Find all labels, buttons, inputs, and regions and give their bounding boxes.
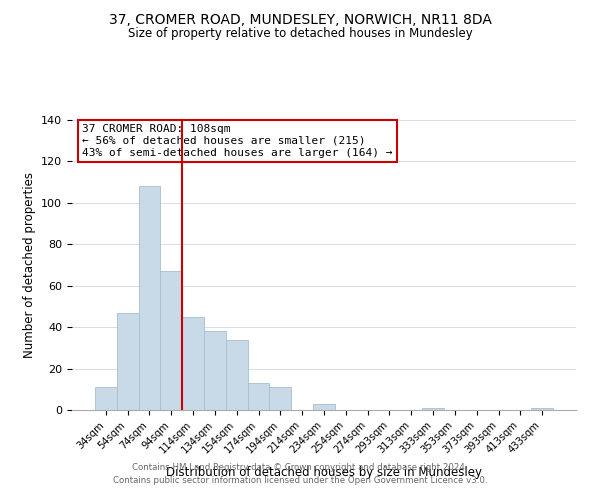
- Bar: [269, 387, 291, 410]
- Bar: [422, 408, 444, 410]
- Bar: [139, 186, 160, 410]
- Bar: [160, 271, 182, 410]
- Bar: [313, 404, 335, 410]
- X-axis label: Distribution of detached houses by size in Mundesley: Distribution of detached houses by size …: [166, 466, 482, 479]
- Bar: [226, 340, 248, 410]
- Y-axis label: Number of detached properties: Number of detached properties: [23, 172, 35, 358]
- Text: Contains HM Land Registry data © Crown copyright and database right 2024.: Contains HM Land Registry data © Crown c…: [132, 462, 468, 471]
- Text: Size of property relative to detached houses in Mundesley: Size of property relative to detached ho…: [128, 28, 472, 40]
- Text: 37 CROMER ROAD: 108sqm
← 56% of detached houses are smaller (215)
43% of semi-de: 37 CROMER ROAD: 108sqm ← 56% of detached…: [82, 124, 392, 158]
- Bar: [248, 383, 269, 410]
- Bar: [182, 317, 204, 410]
- Bar: [117, 312, 139, 410]
- Text: Contains public sector information licensed under the Open Government Licence v3: Contains public sector information licen…: [113, 476, 487, 485]
- Text: 37, CROMER ROAD, MUNDESLEY, NORWICH, NR11 8DA: 37, CROMER ROAD, MUNDESLEY, NORWICH, NR1…: [109, 12, 491, 26]
- Bar: [95, 387, 117, 410]
- Bar: [204, 332, 226, 410]
- Bar: [531, 408, 553, 410]
